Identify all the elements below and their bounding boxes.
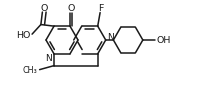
Text: N: N <box>107 33 114 43</box>
Text: N: N <box>45 54 52 63</box>
Text: OH: OH <box>157 36 171 44</box>
Text: CH₃: CH₃ <box>23 66 38 75</box>
Text: F: F <box>98 4 104 13</box>
Text: O: O <box>67 4 75 13</box>
Text: HO: HO <box>16 31 30 40</box>
Text: O: O <box>41 4 48 13</box>
